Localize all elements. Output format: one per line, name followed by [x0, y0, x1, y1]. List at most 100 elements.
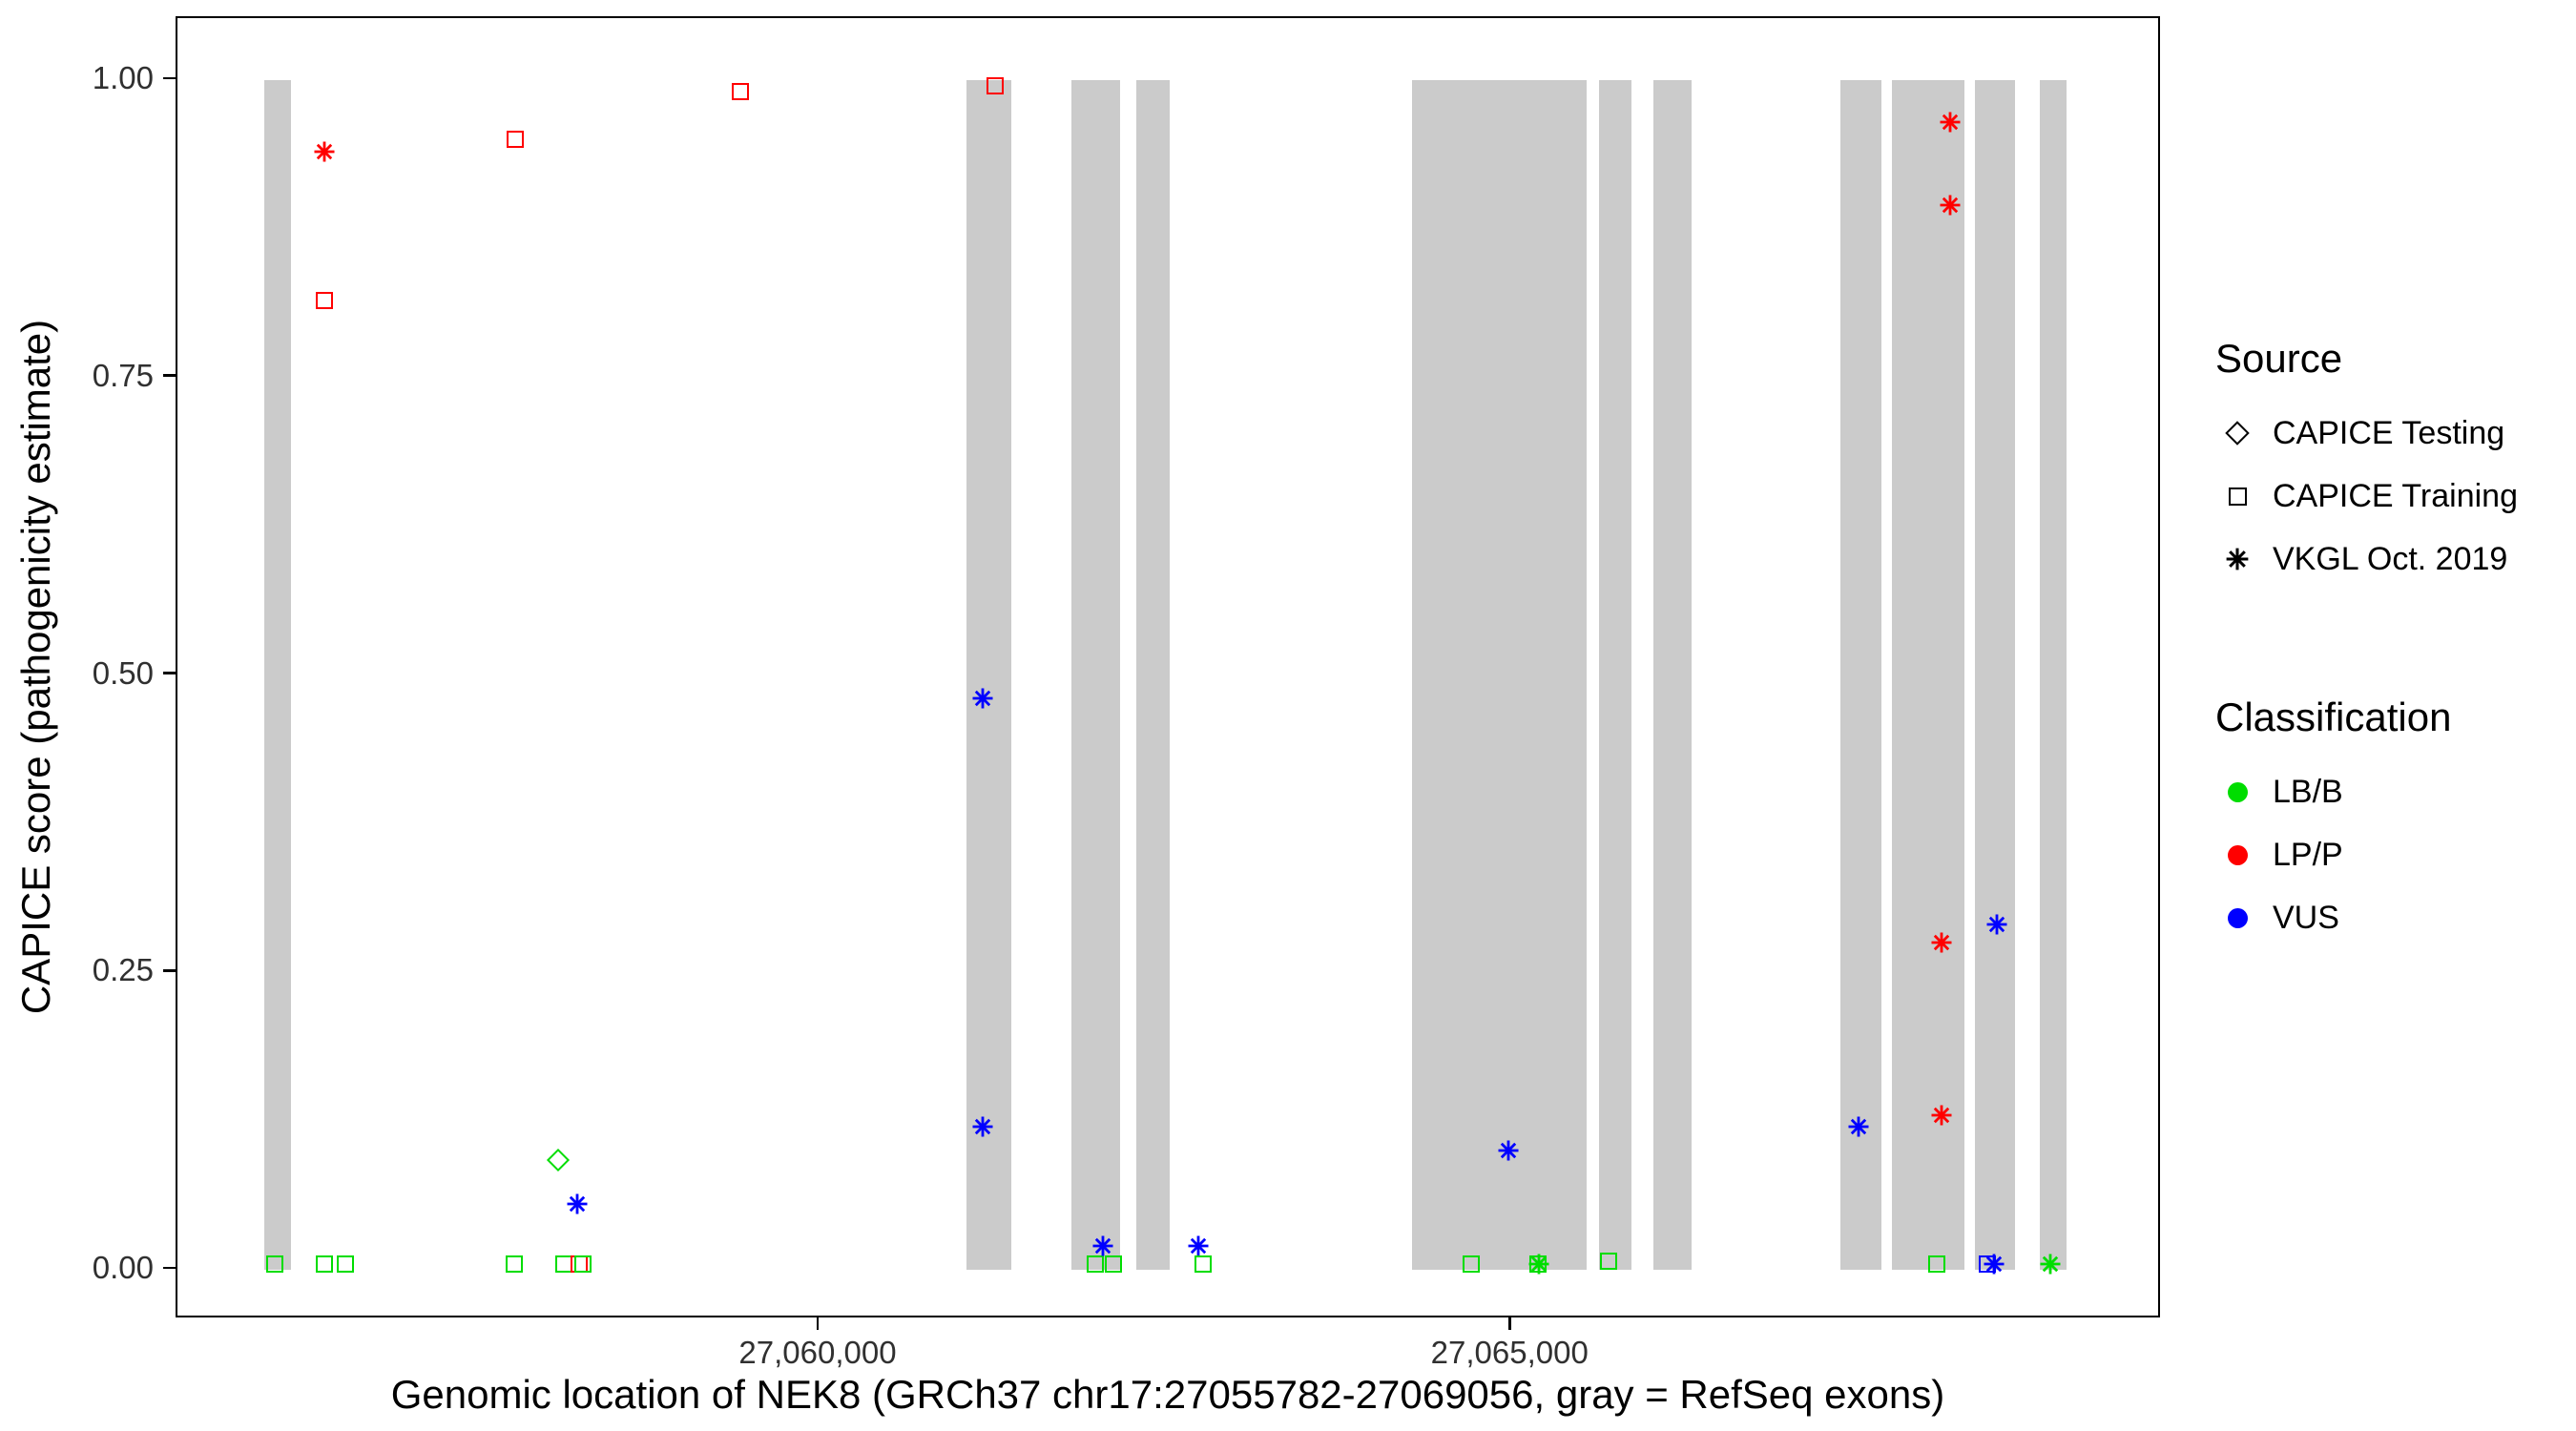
asterisk-icon — [1940, 195, 1961, 216]
legend-label-capice-training: CAPICE Training — [2273, 477, 2518, 514]
data-point-asterisk-lpp — [1939, 111, 1962, 134]
data-point-square-lbb — [1194, 1255, 1212, 1273]
refseq-exon-bar — [1411, 80, 1587, 1270]
x-tick-mark — [1507, 1317, 1511, 1330]
x-tick-label: 27,060,000 — [738, 1335, 897, 1370]
data-point-asterisk-lpp — [1930, 931, 1953, 954]
asterisk-icon — [972, 1116, 993, 1137]
diamond-icon — [2225, 421, 2250, 446]
asterisk-icon — [1931, 1105, 1952, 1126]
legend-key-lb-b — [2215, 781, 2259, 802]
data-point-square-lpp — [315, 291, 333, 309]
data-point-asterisk-lpp — [313, 140, 336, 163]
square-icon — [573, 1255, 592, 1273]
refseq-exon-bar — [1071, 80, 1120, 1270]
legend-label-lb-b: LB/B — [2273, 773, 2343, 810]
data-point-asterisk-vus — [1985, 913, 2008, 936]
legend-label-capice-testing: CAPICE Testing — [2273, 414, 2505, 451]
y-tick-mark — [163, 672, 176, 674]
circle-icon — [2227, 844, 2248, 865]
square-icon — [1463, 1255, 1481, 1273]
data-point-square-lbb — [1927, 1255, 1945, 1273]
data-point-asterisk-vus — [1091, 1234, 1114, 1257]
square-icon — [315, 291, 333, 309]
data-point-asterisk-lpp — [1939, 194, 1962, 217]
legend-item-vus: VUS — [2215, 895, 2518, 941]
data-point-asterisk-lpp — [1930, 1104, 1953, 1127]
data-point-square-lbb — [506, 1255, 524, 1273]
data-point-square-lbb — [1086, 1255, 1104, 1273]
data-point-square-lpp — [732, 83, 750, 101]
data-point-square-lbb — [1599, 1253, 1617, 1271]
data-point-diamond-lbb — [546, 1149, 570, 1172]
square-icon — [315, 1255, 333, 1273]
data-point-asterisk-vus — [1187, 1234, 1210, 1257]
asterisk-icon — [567, 1193, 588, 1214]
x-tick-mark — [816, 1317, 820, 1330]
legend-item-lp-p: LP/P — [2215, 832, 2518, 878]
data-point-square-lbb — [336, 1255, 354, 1273]
data-point-asterisk-vus — [1847, 1115, 1870, 1138]
y-tick-label: 0.25 — [92, 952, 154, 988]
data-point-asterisk-vus — [1983, 1253, 2005, 1275]
data-point-square-lpp — [986, 77, 1004, 95]
legend-key-vus — [2215, 907, 2259, 928]
plot-panel — [176, 16, 2160, 1317]
refseq-exon-bar — [264, 80, 291, 1270]
asterisk-icon — [1498, 1140, 1519, 1161]
data-point-square-lbb — [1104, 1255, 1122, 1273]
diamond-icon — [546, 1149, 570, 1172]
legend-classification-title: Classification — [2215, 695, 2452, 739]
data-point-square-lpp — [506, 131, 524, 149]
square-icon — [336, 1255, 354, 1273]
asterisk-icon — [972, 688, 993, 709]
refseq-exon-bar — [1136, 80, 1170, 1270]
y-tick-label: 0.75 — [92, 357, 154, 393]
refseq-exon-bar — [1598, 80, 1632, 1270]
refseq-exon-bar — [966, 80, 1011, 1270]
legend-source-items: CAPICE Testing CAPICE Training VKGL Oct. 2… — [2215, 410, 2518, 582]
y-tick-mark — [163, 374, 176, 378]
square-icon — [732, 83, 750, 101]
legend-source-title: Source — [2215, 336, 2343, 381]
refseq-exon-bar — [1975, 80, 2016, 1270]
data-point-square-lbb — [573, 1255, 592, 1273]
square-icon — [1086, 1255, 1104, 1273]
data-point-square-lbb — [1463, 1255, 1481, 1273]
refseq-exon-bar — [1652, 80, 1692, 1270]
legend-key-lp-p — [2215, 844, 2259, 865]
data-point-asterisk-lbb — [2039, 1253, 2062, 1275]
legend-item-capice-training: CAPICE Training — [2215, 473, 2518, 519]
square-icon — [986, 77, 1004, 95]
y-tick-mark — [163, 76, 176, 80]
asterisk-icon — [1986, 914, 2007, 935]
legend-gap — [2215, 599, 2518, 695]
legend-key-vkgl-oct--2019 — [2215, 547, 2259, 571]
legend-classification-items: LB/B LP/P VUS — [2215, 769, 2518, 941]
data-point-square-lbb — [315, 1255, 333, 1273]
square-icon — [2228, 487, 2247, 506]
data-point-asterisk-vus — [566, 1192, 589, 1215]
legend-item-lb-b: LB/B — [2215, 769, 2518, 815]
legend-item-vkgl-oct--2019: VKGL Oct. 2019 — [2215, 536, 2518, 582]
legend-key-capice-testing — [2215, 421, 2259, 446]
y-tick-mark — [163, 1266, 176, 1270]
legend-label-lp-p: LP/P — [2273, 836, 2343, 873]
square-icon — [1599, 1253, 1617, 1271]
asterisk-icon — [1848, 1116, 1869, 1137]
square-icon — [1194, 1255, 1212, 1273]
y-tick-label: 0.50 — [92, 654, 154, 691]
data-point-asterisk-vus — [971, 687, 994, 710]
refseq-exon-bar — [1892, 80, 1965, 1270]
asterisk-icon — [1528, 1254, 1549, 1275]
data-point-asterisk-vus — [1497, 1139, 1520, 1162]
data-point-asterisk-vus — [971, 1115, 994, 1138]
square-icon — [1927, 1255, 1945, 1273]
data-point-asterisk-lbb — [1527, 1253, 1550, 1275]
legend-label-vus: VUS — [2273, 899, 2339, 936]
circle-icon — [2227, 781, 2248, 802]
legend: Source CAPICE Testing CAPICE Training VKGL… — [2215, 336, 2518, 958]
y-tick-mark — [163, 968, 176, 972]
square-icon — [506, 131, 524, 149]
